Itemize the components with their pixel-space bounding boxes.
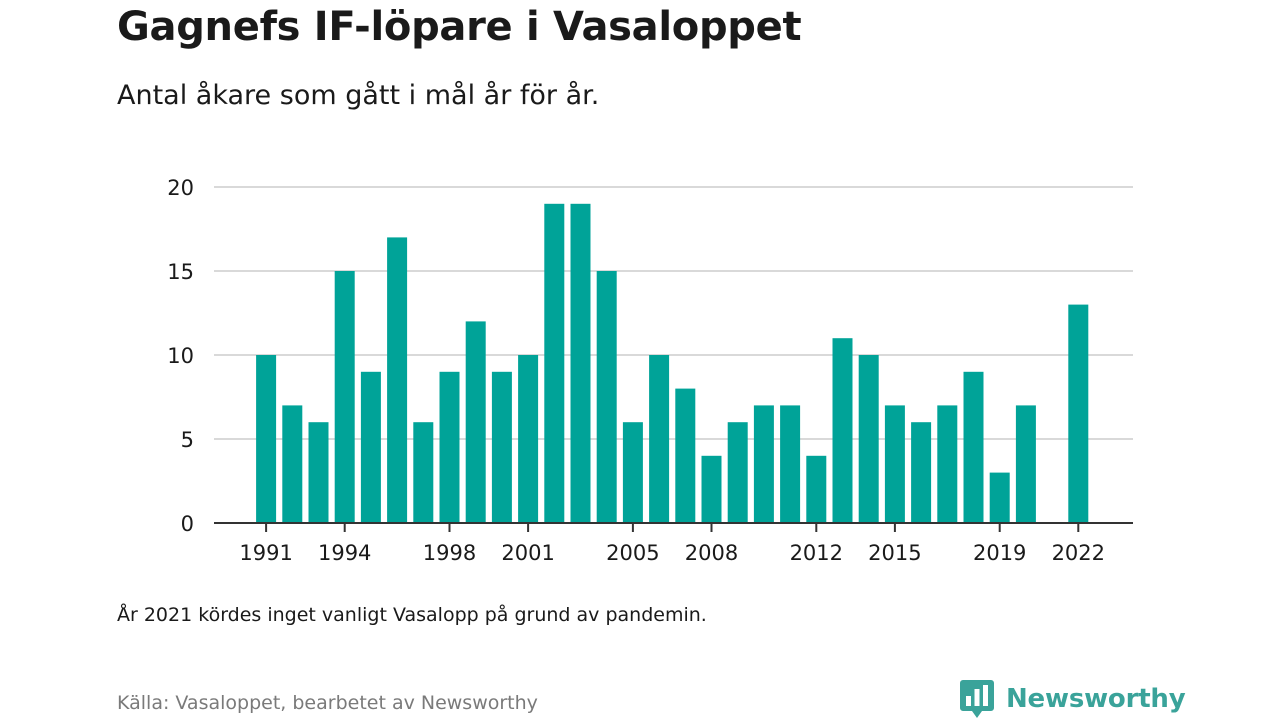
bar-2005: [622, 422, 643, 523]
x-tick-label: 2012: [790, 541, 843, 565]
bar-1996: [387, 237, 408, 523]
bar-2000: [491, 371, 512, 523]
x-tick-label: 1994: [318, 541, 371, 565]
y-tick-label: 5: [181, 428, 194, 452]
bar-1999: [465, 321, 486, 523]
bar-2004: [596, 271, 617, 523]
x-tick-label: 2019: [973, 541, 1026, 565]
bar-2011: [780, 405, 801, 523]
x-tick-label: 2005: [606, 541, 659, 565]
brand-logo: Newsworthy: [960, 680, 1186, 718]
bar-1992: [282, 405, 303, 523]
bar-2020: [1015, 405, 1036, 523]
bar-2001: [518, 355, 539, 523]
bar-2016: [911, 422, 932, 523]
bar-1998: [439, 371, 460, 523]
bar-1994: [334, 271, 355, 523]
y-tick-label: 0: [181, 512, 194, 536]
bar-chart: 0 5 10 15 20 1991 1994 1998 2001 2005 2008 2012 201…: [167, 176, 1133, 565]
bar-2017: [937, 405, 958, 523]
bar-2003: [570, 203, 591, 524]
y-tick-label: 15: [167, 260, 194, 284]
x-tick-label: 1998: [423, 541, 476, 565]
brand-name: Newsworthy: [1006, 684, 1186, 714]
newsworthy-logo-icon: [960, 680, 994, 718]
bar-1991: [256, 355, 277, 523]
x-tick-label: 1991: [239, 541, 292, 565]
bar-2002: [544, 203, 565, 524]
bar-2007: [675, 388, 696, 523]
bar-2022: [1068, 304, 1089, 523]
y-tick-label: 10: [167, 344, 194, 368]
bar-1997: [413, 422, 434, 523]
y-axis-ticks: 0 5 10 15 20: [167, 176, 194, 536]
bar-2008: [701, 455, 722, 523]
x-tick-label: 2001: [501, 541, 554, 565]
x-axis-ticks: 1991 1994 1998 2001 2005 2008 2012 2015 2019 2022: [239, 523, 1105, 565]
bar-2012: [806, 455, 827, 523]
chart-subtitle: Antal åkare som gått i mål år för år.: [117, 80, 600, 111]
bar-2010: [753, 405, 774, 523]
bar-2015: [884, 405, 905, 523]
bar-2019: [989, 472, 1010, 523]
x-tick-label: 2015: [868, 541, 921, 565]
x-tick-label: 2008: [685, 541, 738, 565]
source-credit: Källa: Vasaloppet, bearbetet av Newswort…: [117, 692, 538, 714]
bar-2014: [858, 355, 879, 523]
chart-note: År 2021 kördes inget vanligt Vasalopp på…: [117, 604, 707, 626]
bar-2013: [832, 338, 853, 523]
bar-2009: [727, 422, 748, 523]
bar-2018: [963, 371, 984, 523]
bars: [256, 203, 1089, 524]
x-tick-label: 2022: [1052, 541, 1105, 565]
bar-2006: [649, 355, 670, 523]
bar-1995: [360, 371, 381, 523]
y-tick-label: 20: [167, 176, 194, 200]
chart-title: Gagnefs IF-löpare i Vasaloppet: [117, 4, 802, 50]
bar-1993: [308, 422, 329, 523]
